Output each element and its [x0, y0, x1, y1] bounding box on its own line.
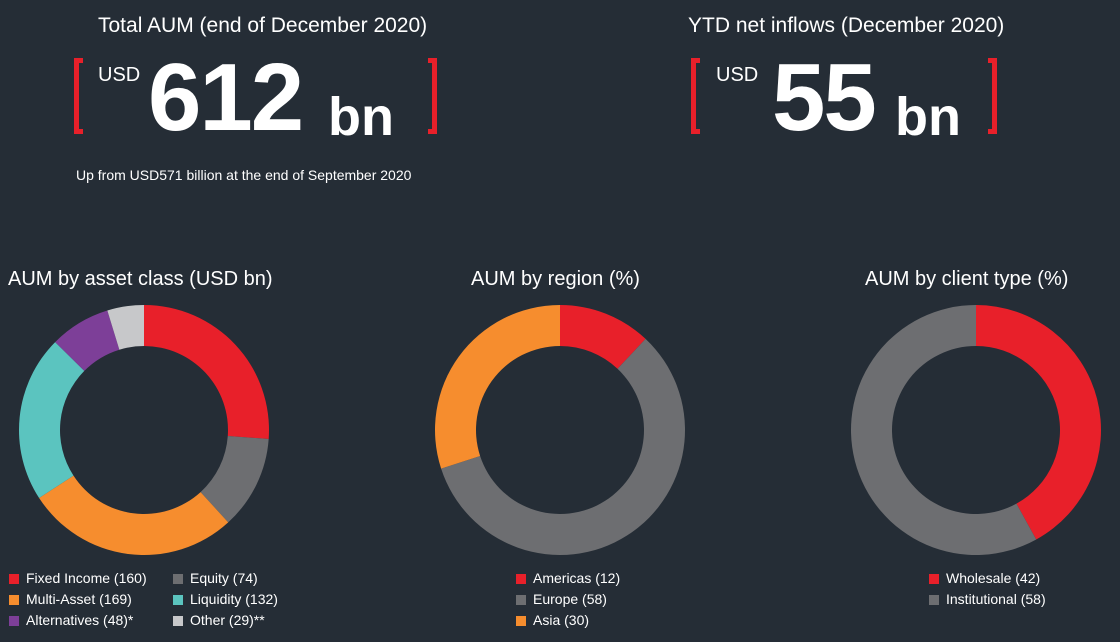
- bracket-left: [74, 58, 83, 134]
- bracket-right: [988, 58, 997, 134]
- legend-swatch: [173, 574, 183, 584]
- legend-label: Multi-Asset (169): [26, 591, 132, 607]
- chart-title-region: AUM by region (%): [471, 268, 640, 290]
- legend-item-americas: Americas (12): [516, 569, 620, 587]
- legend-swatch: [9, 574, 19, 584]
- donut-slice-alternatives: [55, 310, 120, 371]
- kpi-aum-value: 612: [148, 44, 304, 151]
- kpi-aum-currency: USD: [98, 64, 141, 86]
- legend-label: Wholesale (42): [946, 570, 1041, 586]
- legend-item-institutional: Institutional (58): [929, 590, 1046, 608]
- legend-label: Institutional (58): [946, 591, 1046, 607]
- donut-slice-equity: [200, 436, 269, 523]
- legend-swatch: [9, 616, 19, 626]
- legend-label: Alternatives (48)*: [26, 612, 134, 628]
- legend-item-fixed-income: Fixed Income (160): [9, 569, 147, 587]
- donut-slice-wholesale: [976, 305, 1101, 540]
- donut-slice-asia: [435, 305, 560, 469]
- legend-swatch: [929, 595, 939, 605]
- kpi-inflows-currency: USD: [716, 64, 759, 86]
- legend-label: Europe (58): [533, 591, 607, 607]
- legend-swatch: [173, 616, 183, 626]
- donut-chart-client-type: [851, 305, 1101, 555]
- legend-label: Asia (30): [533, 612, 590, 628]
- donut-slice-multi-asset: [39, 475, 229, 555]
- legend-item-alternatives: Alternatives (48)*: [9, 611, 133, 629]
- kpi-inflows-title: YTD net inflows (December 2020): [688, 14, 1005, 37]
- legend-item-liquidity: Liquidity (132): [173, 590, 278, 608]
- donut-slice-other: [107, 305, 144, 350]
- legend-label: Fixed Income (160): [26, 570, 147, 586]
- legend-label: Americas (12): [533, 570, 621, 586]
- kpi-aum-note: Up from USD571 billion at the end of Sep…: [76, 167, 412, 183]
- legend-swatch: [516, 595, 526, 605]
- legend-label: Other (29)**: [190, 612, 265, 628]
- donut-chart-region: [435, 305, 685, 555]
- kpi-inflows-unit: bn: [895, 87, 961, 147]
- legend-item-other: Other (29)**: [173, 611, 265, 629]
- donut-chart-asset-class: [18, 305, 269, 555]
- legend-label: Liquidity (132): [190, 591, 278, 607]
- legend-item-europe: Europe (58): [516, 590, 607, 608]
- legend-item-multi-asset: Multi-Asset (169): [9, 590, 132, 608]
- bracket-left: [691, 58, 700, 134]
- donut-slice-liquidity: [18, 342, 85, 498]
- chart-title-asset-class: AUM by asset class (USD bn): [8, 268, 273, 290]
- donut-slice-institutional: [851, 305, 1037, 555]
- kpi-aum-title: Total AUM (end of December 2020): [98, 14, 428, 37]
- legend-label: Equity (74): [190, 570, 258, 586]
- kpi-inflows-value: 55: [772, 44, 877, 151]
- legend-swatch: [516, 574, 526, 584]
- bracket-right: [428, 58, 437, 134]
- chart-title-client-type: AUM by client type (%): [865, 268, 1069, 290]
- legend-swatch: [9, 595, 19, 605]
- legend-swatch: [173, 595, 183, 605]
- legend-swatch: [516, 616, 526, 626]
- donut-slice-fixed-income: [144, 305, 269, 439]
- legend-item-asia: Asia (30): [516, 611, 589, 629]
- donut-slice-americas: [560, 305, 646, 369]
- donut-slice-europe: [441, 338, 685, 555]
- kpi-aum-unit: bn: [328, 87, 394, 147]
- legend-swatch: [929, 574, 939, 584]
- legend-item-wholesale: Wholesale (42): [929, 569, 1040, 587]
- legend-item-equity: Equity (74): [173, 569, 258, 587]
